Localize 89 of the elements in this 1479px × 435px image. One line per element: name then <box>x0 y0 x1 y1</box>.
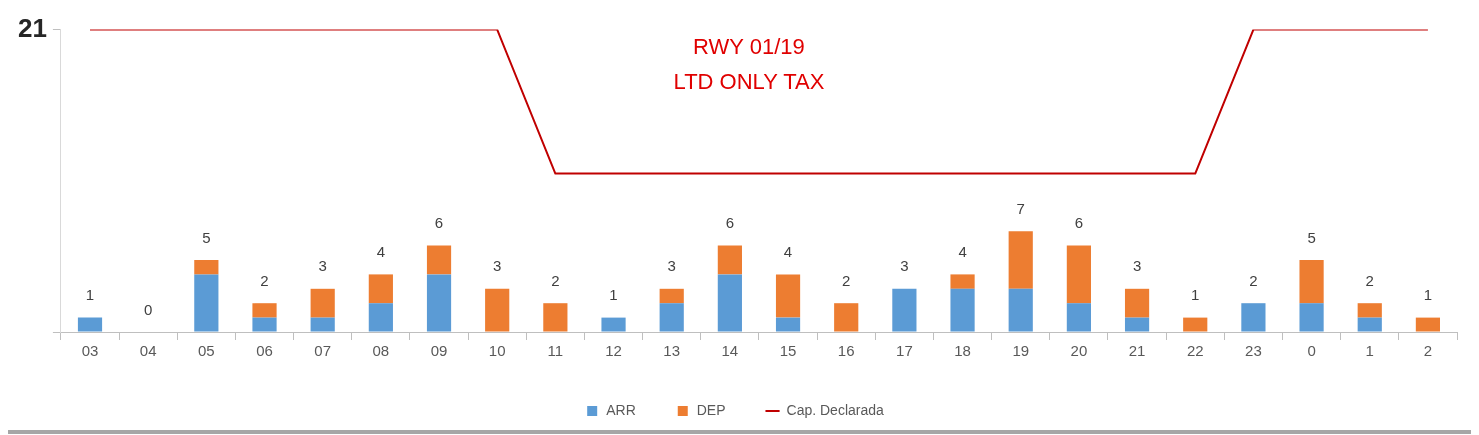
total-label: 0 <box>144 300 153 318</box>
x-tick-label: 22 <box>1186 342 1204 360</box>
x-tick-label: 19 <box>1012 342 1030 360</box>
legend-label: DEP <box>696 401 726 418</box>
total-label: 6 <box>434 214 444 232</box>
x-tick-label: 0 <box>1307 342 1316 360</box>
bar <box>1124 317 1150 332</box>
total-label: 4 <box>376 243 386 261</box>
total-label: 1 <box>1423 286 1433 304</box>
bar <box>659 288 684 304</box>
x-tick-label: 2 <box>1423 342 1433 360</box>
bar <box>834 303 859 332</box>
x-tick-label: 16 <box>837 342 855 360</box>
total-label: 6 <box>725 214 735 232</box>
annotation: RWY 01/19 LTD ONLY TAX <box>673 34 825 95</box>
bar <box>252 303 277 318</box>
total-label: 1 <box>85 286 95 304</box>
bar <box>194 260 219 275</box>
bar <box>775 317 801 332</box>
total-label: 2 <box>1249 271 1258 289</box>
x-tick-label: 10 <box>488 342 506 360</box>
x-tick-label: 09 <box>430 342 448 360</box>
total-label: 5 <box>1307 228 1316 246</box>
bar <box>485 288 510 332</box>
bar <box>77 317 103 332</box>
x-tick-label: 12 <box>605 342 622 360</box>
bar <box>1241 303 1266 332</box>
x-tick-label: 13 <box>663 342 681 360</box>
bar <box>1124 288 1150 318</box>
total-label: 2 <box>260 271 269 289</box>
bar <box>426 245 452 275</box>
x-tick-label: 18 <box>954 342 971 360</box>
x-tick-label: 14 <box>721 342 739 360</box>
bar <box>775 274 801 318</box>
total-label: 5 <box>202 228 211 246</box>
bar <box>368 274 393 304</box>
bar <box>1415 317 1441 332</box>
bar <box>252 317 277 332</box>
total-label: 1 <box>609 286 618 304</box>
bar <box>194 274 219 332</box>
x-tick-label: 15 <box>779 342 797 360</box>
bar <box>950 288 975 332</box>
bar <box>543 303 568 332</box>
bar <box>1066 303 1091 332</box>
total-label: 3 <box>493 257 502 275</box>
total-label: 3 <box>1132 257 1142 275</box>
x-tick-label: 03 <box>81 342 99 360</box>
bar <box>1357 317 1382 332</box>
bar <box>1357 303 1382 318</box>
bar <box>426 274 452 332</box>
bar <box>310 317 335 332</box>
x-tick-label: 06 <box>256 342 273 360</box>
x-tick-label: 23 <box>1245 342 1262 360</box>
x-tick-label: 21 <box>1128 342 1146 360</box>
total-label: 7 <box>1016 199 1025 217</box>
x-tick-label: 07 <box>314 342 332 360</box>
total-label: 3 <box>667 257 676 275</box>
bar <box>1008 231 1033 289</box>
total-label: 2 <box>1365 271 1374 289</box>
total-label: 2 <box>842 271 851 289</box>
legend-label: Cap. Declarada <box>786 401 885 418</box>
bar <box>717 245 742 275</box>
bar <box>1008 288 1033 332</box>
x-tick-label: 17 <box>896 342 913 360</box>
bar <box>368 303 393 332</box>
x-tick-label: 08 <box>372 342 390 360</box>
bar <box>310 288 335 318</box>
x-tick-label: 20 <box>1070 342 1088 360</box>
x-tick-label: 04 <box>139 342 157 360</box>
total-label: 2 <box>551 271 560 289</box>
bar <box>601 317 626 332</box>
bar <box>1299 303 1324 332</box>
bar <box>1183 317 1208 332</box>
x-tick-label: 05 <box>198 342 215 360</box>
total-label: 4 <box>958 243 967 261</box>
x-tick-label: 1 <box>1365 342 1374 360</box>
legend-label: ARR <box>606 401 636 418</box>
bar <box>1066 245 1091 304</box>
total-label: 1 <box>1191 286 1200 304</box>
bar <box>1299 260 1324 304</box>
x-tick-label: 11 <box>547 342 564 360</box>
bar <box>950 274 975 289</box>
total-label: 3 <box>318 257 327 275</box>
bar <box>659 303 684 332</box>
total-label: 4 <box>783 243 793 261</box>
bar <box>892 288 917 332</box>
bar <box>717 274 742 332</box>
total-label: 3 <box>900 257 909 275</box>
total-label: 6 <box>1074 214 1084 232</box>
